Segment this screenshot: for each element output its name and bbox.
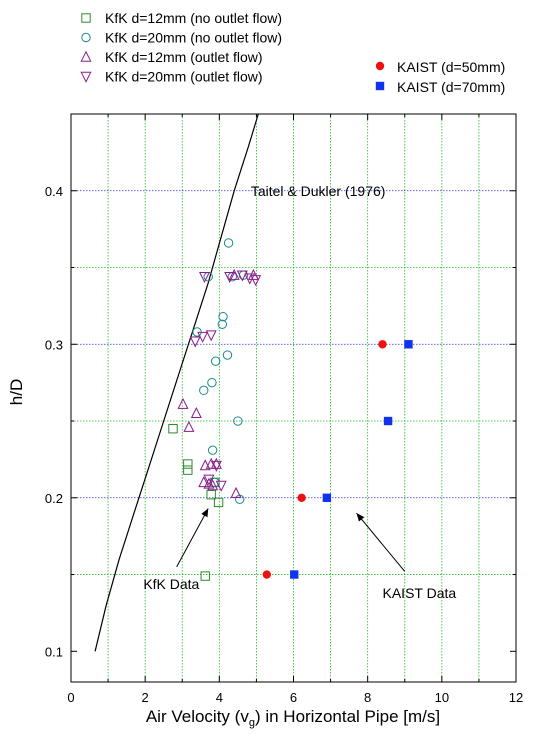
- data-points: [168, 238, 413, 581]
- legend-label: KAIST (d=50mm): [397, 59, 505, 75]
- data-point-series-0: [206, 490, 216, 500]
- annotation-text: Taitel & Dukler (1976): [251, 183, 386, 199]
- legend-marker: [80, 71, 92, 83]
- x-axis: 0 2 4 6 8 10 12: [67, 114, 523, 705]
- data-point-series-3: [224, 272, 236, 284]
- x-tick-label: 6: [290, 690, 297, 705]
- data-point-series-3: [215, 480, 227, 492]
- data-point-series-2: [230, 486, 242, 498]
- y-tick-label: 0.2: [45, 491, 63, 506]
- legend: KfK d=12mm (no outlet flow) KfK d=20mm (n…: [80, 10, 505, 95]
- data-point-series-3: [203, 474, 215, 486]
- data-point-series-4: [262, 570, 271, 579]
- data-point-series-1: [207, 377, 217, 388]
- legend-marker: [81, 32, 91, 43]
- data-point-series-5: [404, 340, 413, 349]
- legend-marker: [80, 50, 92, 62]
- data-point-series-2: [183, 420, 195, 432]
- data-point-series-3: [250, 275, 262, 287]
- y-tick-label: 0.1: [45, 644, 63, 659]
- y-axis-title: h/D: [7, 379, 26, 405]
- data-point-series-1: [218, 311, 228, 322]
- data-point-series-1: [207, 445, 218, 455]
- data-point-series-5: [322, 493, 332, 502]
- data-point-series-1: [223, 238, 234, 248]
- x-tick-label: 0: [67, 690, 74, 705]
- x-tick-label: 4: [216, 690, 223, 705]
- x-tick-label: 12: [509, 690, 523, 705]
- data-point-series-2: [177, 397, 189, 409]
- data-point-series-1: [217, 319, 228, 330]
- y-axis: 0.1 0.2 0.3 0.4: [45, 184, 516, 659]
- taitel-dukler-curve: [94, 114, 259, 652]
- x-tick-label: 10: [435, 690, 449, 705]
- annotations: Taitel & Dukler (1976) KfK Data KAIST Data: [143, 183, 456, 601]
- data-point-series-0: [213, 497, 224, 508]
- legend-marker: [81, 13, 91, 23]
- annotation-text: KAIST Data: [383, 585, 457, 601]
- data-point-series-4: [378, 340, 387, 349]
- data-point-series-0: [168, 424, 178, 434]
- legend-label: KfK d=12mm (outlet flow): [105, 49, 263, 65]
- data-point-series-5: [290, 570, 299, 579]
- legend-marker: [375, 81, 385, 91]
- legend-label: KfK d=12mm (no outlet flow): [105, 10, 282, 26]
- x-tick-label: 8: [364, 690, 371, 705]
- data-point-series-5: [383, 416, 393, 426]
- data-point-series-1: [222, 350, 233, 360]
- data-point-series-1: [210, 356, 221, 366]
- kaist-data-arrow: [356, 512, 406, 572]
- y-tick-label: 0.4: [45, 184, 63, 199]
- data-point-series-3: [236, 270, 248, 282]
- data-point-series-3: [197, 331, 209, 343]
- data-point-series-3: [189, 336, 201, 348]
- data-point-series-3: [210, 460, 222, 472]
- legend-label: KfK d=20mm (no outlet flow): [105, 30, 282, 46]
- legend-label: KAIST (d=70mm): [397, 79, 505, 95]
- data-point-series-2: [228, 268, 240, 280]
- data-point-series-2: [190, 407, 202, 419]
- legend-marker: [375, 61, 385, 71]
- data-point-series-0: [183, 459, 193, 469]
- data-point-series-1: [199, 385, 209, 396]
- kfk-data-arrow: [176, 508, 209, 568]
- data-point-series-3: [205, 330, 217, 342]
- y-tick-label: 0.3: [45, 337, 63, 352]
- x-tick-label: 2: [142, 690, 149, 705]
- data-point-series-2: [247, 268, 259, 280]
- correlation-curve: [94, 114, 259, 652]
- data-point-series-2: [210, 457, 222, 469]
- data-point-series-2: [207, 479, 219, 491]
- legend-label: KfK d=20mm (outlet flow): [105, 69, 263, 85]
- data-point-series-4: [297, 493, 306, 502]
- x-axis-title: Air Velocity (vg) in Horizontal Pipe [m/…: [146, 707, 440, 729]
- data-point-series-0: [200, 571, 210, 581]
- annotation-text: KfK Data: [143, 576, 199, 592]
- data-point-series-1: [233, 416, 243, 426]
- data-point-series-0: [183, 465, 193, 475]
- data-point-series-2: [198, 476, 210, 488]
- data-point-series-3: [198, 272, 211, 284]
